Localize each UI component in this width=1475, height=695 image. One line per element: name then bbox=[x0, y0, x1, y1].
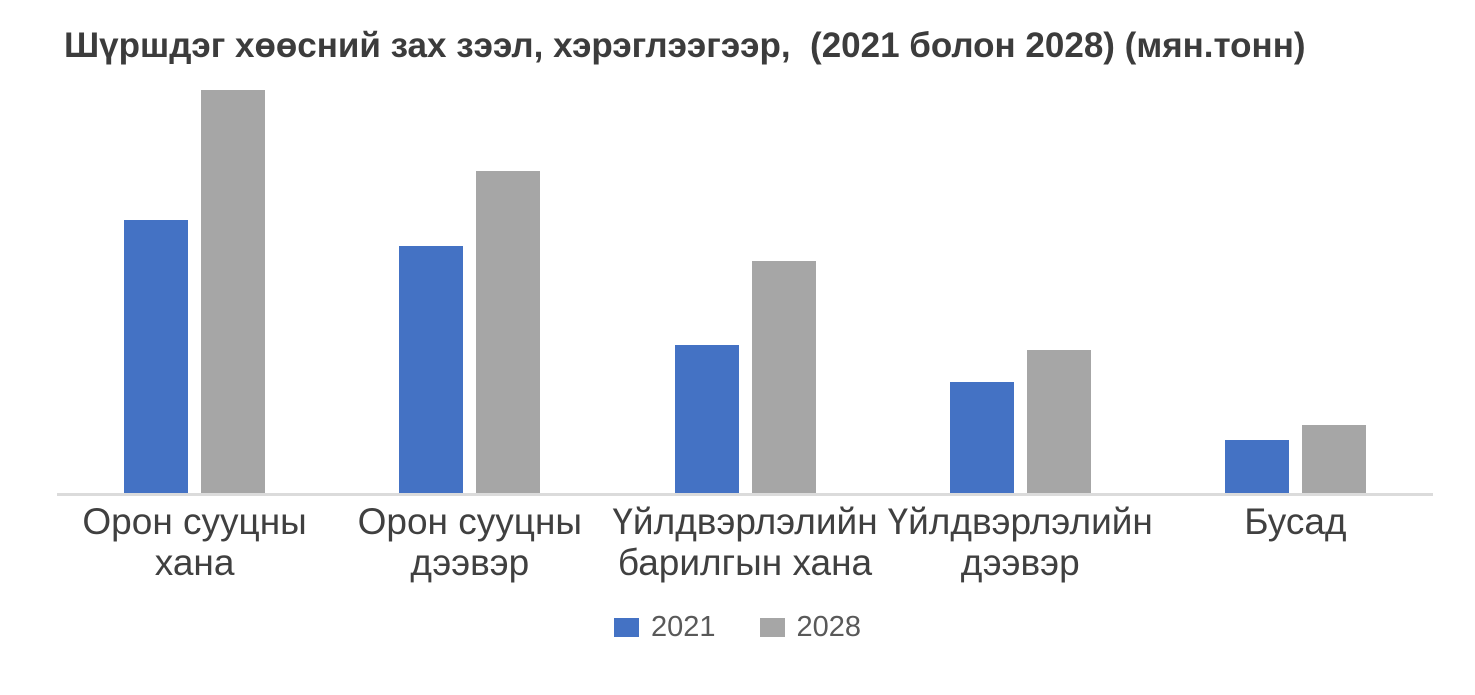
bar-group bbox=[1158, 90, 1433, 493]
legend-swatch-icon bbox=[759, 618, 785, 637]
legend-item-2021: 2021 bbox=[613, 611, 716, 644]
bar-2028 bbox=[751, 260, 816, 493]
bar-2021 bbox=[1224, 439, 1289, 493]
bar-groups bbox=[57, 90, 1433, 493]
category-label: Орон сууцны дээвэр bbox=[357, 501, 582, 584]
legend-swatch-icon bbox=[613, 618, 639, 637]
x-axis-line bbox=[57, 493, 1433, 496]
category-label: Орон сууцны хана bbox=[82, 501, 307, 584]
category-label: Үйлдвэрлэлийн барилгын хана bbox=[612, 501, 878, 584]
bar-group bbox=[607, 90, 882, 493]
bar-2028 bbox=[1026, 349, 1091, 493]
bar-2021 bbox=[124, 220, 189, 493]
bar-2028 bbox=[1301, 424, 1366, 493]
bar-group bbox=[883, 90, 1158, 493]
category-axis-labels: Орон сууцны хана Орон сууцны дээвэр Үйлдвэ… bbox=[57, 501, 1433, 584]
legend-item-2028: 2028 bbox=[759, 611, 862, 644]
bar-2021 bbox=[399, 245, 464, 493]
bar-group bbox=[332, 90, 607, 493]
category-label: Үйлдвэрлэлийн дээвэр bbox=[887, 501, 1153, 584]
legend: 2021 2028 bbox=[0, 611, 1475, 644]
bar-2028 bbox=[201, 90, 266, 493]
legend-label: 2028 bbox=[796, 611, 862, 643]
bar-2021 bbox=[949, 382, 1014, 493]
legend-label: 2021 bbox=[650, 611, 716, 643]
bar-group bbox=[57, 90, 332, 493]
plot-area bbox=[57, 90, 1433, 496]
bar-2021 bbox=[674, 345, 739, 493]
chart-title: Шүршдэг хөөсний зах зээл, хэрэглээгээр, … bbox=[64, 26, 1306, 65]
bar-2028 bbox=[476, 171, 541, 493]
category-label: Бусад bbox=[1244, 501, 1347, 542]
